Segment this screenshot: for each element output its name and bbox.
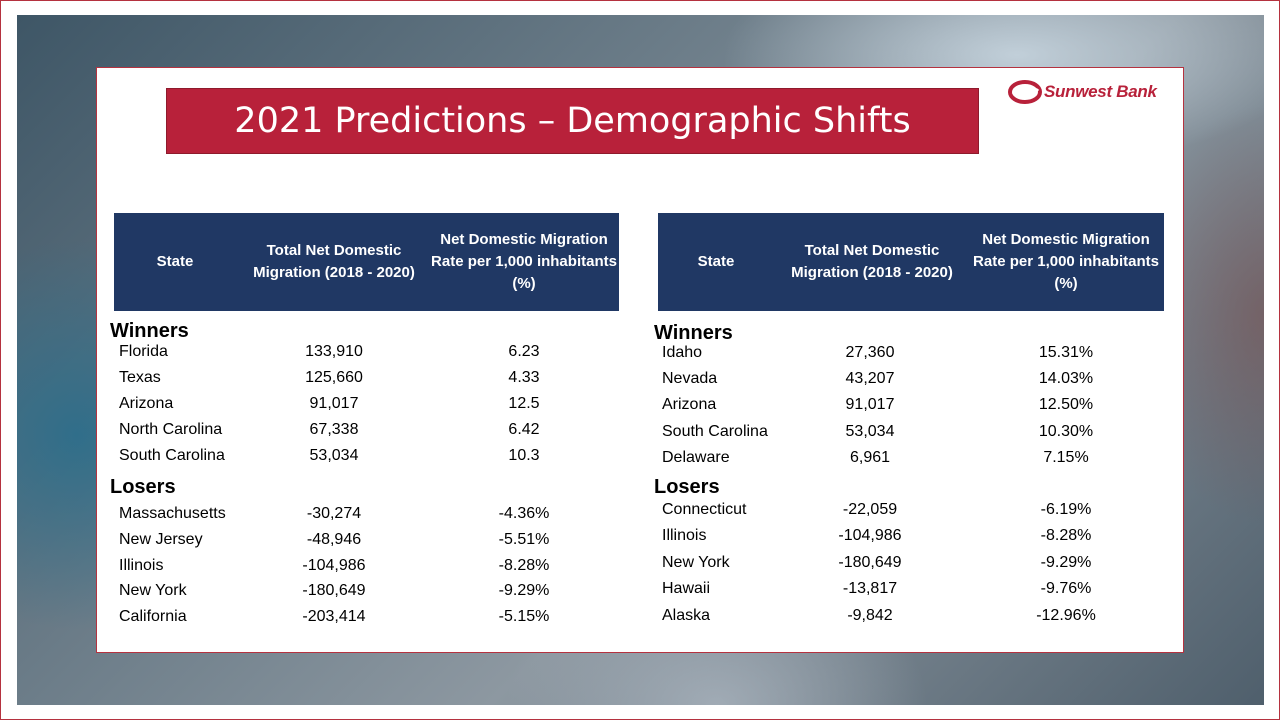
slide-panel <box>96 67 1184 653</box>
state-cell: Alaska <box>662 607 711 624</box>
rate-cell: 7.15% <box>1043 449 1089 466</box>
total-cell: -30,274 <box>306 505 362 522</box>
rate-cell: 6.23 <box>508 343 540 360</box>
table-row: New York -180,649 -9.29% <box>0 582 1280 606</box>
table-row: Florida 133,910 6.23 <box>0 343 1280 367</box>
table-row: Illinois -104,986 -8.28% <box>0 557 1280 581</box>
total-cell: 6,961 <box>849 449 891 466</box>
state-cell: Delaware <box>662 449 730 466</box>
rate-cell: -4.36% <box>498 505 550 522</box>
total-cell: -13,817 <box>842 580 898 597</box>
table-row: Idaho 27,360 15.31% <box>0 344 1280 368</box>
table-row: South Carolina 53,034 10.3 <box>0 447 1280 471</box>
rate-cell: 10.30% <box>1038 423 1094 440</box>
rate-cell: 15.31% <box>1038 344 1094 361</box>
state-cell: New York <box>119 582 187 599</box>
total-cell: 91,017 <box>845 396 895 413</box>
state-cell: Arizona <box>662 396 717 413</box>
rate-cell: -9.29% <box>1040 554 1092 571</box>
state-cell: New York <box>662 554 730 571</box>
total-cell: -48,946 <box>306 531 362 548</box>
state-cell: Illinois <box>662 527 707 544</box>
state-cell: North Carolina <box>119 421 223 438</box>
table-row: South Carolina 53,034 10.30% <box>0 423 1280 447</box>
total-cell: 53,034 <box>309 447 359 464</box>
rate-cell: 12.50% <box>1038 396 1094 413</box>
total-cell: -104,986 <box>302 557 366 574</box>
logo: Sunwest Bank <box>1008 78 1178 106</box>
rate-cell: -8.28% <box>498 557 550 574</box>
state-cell: Hawaii <box>662 580 711 597</box>
total-cell: 43,207 <box>845 370 895 387</box>
rate-cell: 4.33 <box>508 369 540 386</box>
header-state: State <box>697 253 735 270</box>
total-cell: -203,414 <box>302 608 366 625</box>
state-cell: Nevada <box>662 370 718 387</box>
state-cell: Connecticut <box>662 501 747 518</box>
left-losers-label: Losers <box>110 476 176 498</box>
header-state: State <box>156 253 194 270</box>
table-row: Illinois -104,986 -8.28% <box>0 527 1280 551</box>
table-row: Connecticut -22,059 -6.19% <box>0 501 1280 525</box>
rate-cell: 10.3 <box>508 447 540 464</box>
table-row: North Carolina 67,338 6.42 <box>0 421 1280 445</box>
rate-cell: -12.96% <box>1036 607 1096 624</box>
state-cell: South Carolina <box>119 447 225 464</box>
table-row: Arizona 91,017 12.5 <box>0 395 1280 419</box>
total-cell: 125,660 <box>305 369 363 386</box>
logo-text: Sunwest Bank <box>1044 82 1157 101</box>
table-row: Massachusetts -30,274 -4.36% <box>0 505 1280 529</box>
right-losers-label: Losers <box>654 476 720 498</box>
state-cell: Idaho <box>662 344 703 361</box>
table-row: Texas 125,660 4.33 <box>0 369 1280 393</box>
total-cell: 133,910 <box>305 343 363 360</box>
state-cell: California <box>119 608 187 625</box>
table-row: Delaware 6,961 7.15% <box>0 449 1280 473</box>
state-cell: Texas <box>119 369 161 386</box>
rate-cell: -5.51% <box>498 531 550 548</box>
rate-cell: 14.03% <box>1038 370 1094 387</box>
slide-title: 2021 Predictions – Demographic Shifts <box>166 88 979 154</box>
total-cell: -180,649 <box>302 582 366 599</box>
rate-cell: 6.42 <box>508 421 540 438</box>
state-cell: South Carolina <box>662 423 768 440</box>
state-cell: New Jersey <box>119 531 203 548</box>
state-cell: Florida <box>119 343 168 360</box>
total-cell: -180,649 <box>838 554 902 571</box>
rate-cell: 12.5 <box>508 395 540 412</box>
right-table-header: State Total Net Domestic Migration (2018… <box>658 213 1164 311</box>
rate-cell: -6.19% <box>1040 501 1092 518</box>
header-rate: Net Domestic Migration Rate per 1,000 in… <box>973 231 1159 292</box>
header-total: Total Net Domestic Migration (2018 - 202… <box>253 242 415 281</box>
table-row: Alaska -9,842 -12.96% <box>0 607 1280 631</box>
state-cell: Illinois <box>119 557 164 574</box>
total-cell: 53,034 <box>845 423 895 440</box>
header-rate: Net Domestic Migration Rate per 1,000 in… <box>431 231 617 292</box>
table-row: New Jersey -48,946 -5.51% <box>0 531 1280 555</box>
total-cell: 91,017 <box>309 395 359 412</box>
rate-cell: -5.15% <box>498 608 550 625</box>
rate-cell: -9.29% <box>498 582 550 599</box>
header-total: Total Net Domestic Migration (2018 - 202… <box>791 242 953 281</box>
table-row: New York -180,649 -9.29% <box>0 554 1280 578</box>
rate-cell: -8.28% <box>1040 527 1092 544</box>
total-cell: -9,842 <box>847 607 893 624</box>
sunwest-swirl-icon <box>1008 80 1042 104</box>
left-winners-label: Winners <box>110 320 189 342</box>
table-row: Arizona 91,017 12.50% <box>0 396 1280 420</box>
total-cell: -104,986 <box>838 527 902 544</box>
table-row: Hawaii -13,817 -9.76% <box>0 580 1280 604</box>
left-table-header: State Total Net Domestic Migration (2018… <box>114 213 619 311</box>
state-cell: Arizona <box>119 395 174 412</box>
table-row: Nevada 43,207 14.03% <box>0 370 1280 394</box>
total-cell: 27,360 <box>845 344 895 361</box>
total-cell: 67,338 <box>309 421 359 438</box>
table-row: California -203,414 -5.15% <box>0 608 1280 632</box>
rate-cell: -9.76% <box>1040 580 1092 597</box>
right-winners-label: Winners <box>654 322 733 344</box>
total-cell: -22,059 <box>842 501 898 518</box>
state-cell: Massachusetts <box>119 505 226 522</box>
